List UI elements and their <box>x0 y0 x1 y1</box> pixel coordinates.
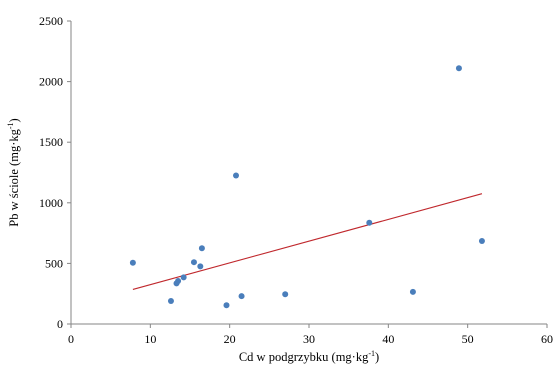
x-axis-title: Cd w podgrzybku (mg·kg-1) <box>239 349 379 364</box>
data-point <box>233 172 240 179</box>
x-tick-label: 30 <box>303 332 315 346</box>
x-tick-label: 10 <box>144 332 156 346</box>
data-point <box>190 259 197 266</box>
data-point <box>129 259 136 266</box>
data-point <box>180 274 187 281</box>
x-tick-label: 20 <box>224 332 236 346</box>
x-tick-label: 40 <box>382 332 394 346</box>
data-point <box>197 263 204 270</box>
x-axis-title-superscript: -1 <box>368 349 375 358</box>
y-tick-label: 500 <box>45 256 63 270</box>
x-axis-title-text: Cd w podgrzybku (mg·kg <box>239 350 369 364</box>
y-tick-label: 2500 <box>39 14 63 28</box>
y-axis-title-text: Pb w ściole (mg·kg <box>7 128 21 226</box>
data-point <box>198 245 205 252</box>
y-axis-title-end: ) <box>7 118 21 122</box>
x-tick-label: 50 <box>462 332 474 346</box>
x-tick-label: 0 <box>68 332 74 346</box>
x-axis-title-end: ) <box>375 350 379 364</box>
data-point <box>455 65 462 72</box>
data-point <box>478 237 485 244</box>
x-tick-label: 60 <box>541 332 553 346</box>
y-tick-label: 2000 <box>39 75 63 89</box>
trendline <box>132 193 483 290</box>
y-tick-label: 0 <box>57 317 63 331</box>
data-point <box>409 288 416 295</box>
data-point <box>175 277 182 284</box>
data-point <box>282 291 289 298</box>
data-point <box>366 219 373 226</box>
data-point <box>223 302 230 309</box>
y-axis-title-superscript: -1 <box>6 122 15 129</box>
x-axis-ticks: 0 10 20 30 40 50 60 <box>68 324 553 346</box>
data-point <box>238 293 245 300</box>
y-tick-label: 1500 <box>39 135 63 149</box>
y-axis-title: Pb w ściole (mg·kg-1) <box>6 118 21 226</box>
data-points <box>129 65 485 309</box>
data-point <box>167 297 174 304</box>
y-axis-ticks: 0 500 1000 1500 2000 2500 <box>39 14 71 331</box>
y-tick-label: 1000 <box>39 196 63 210</box>
